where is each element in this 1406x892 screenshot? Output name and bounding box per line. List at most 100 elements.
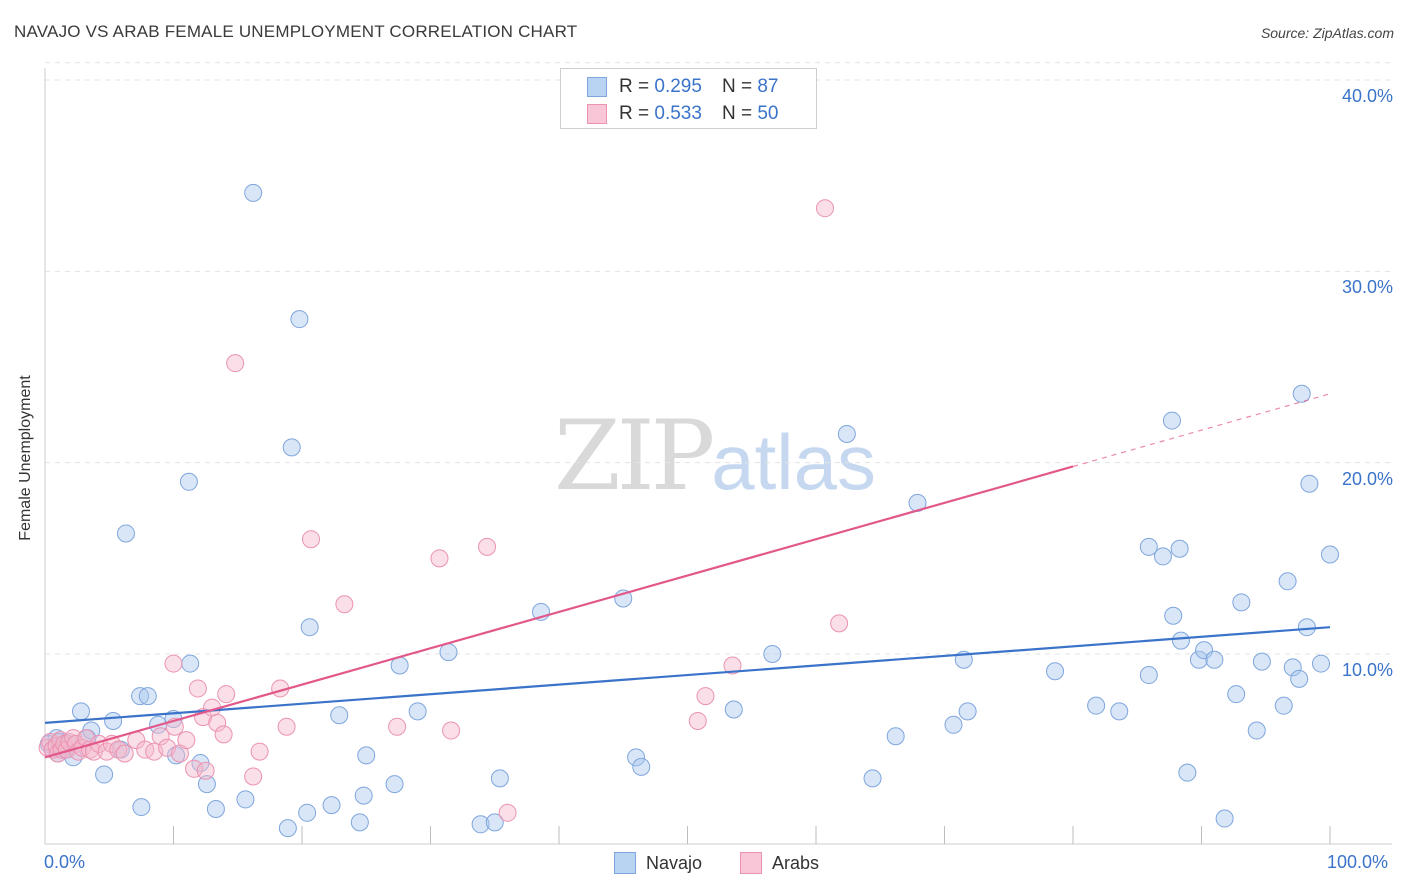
arabs-point: [164, 654, 183, 673]
navajo-point: [1247, 721, 1266, 740]
navajo-point: [1227, 685, 1246, 704]
y-tick-label-20: 20.0%: [1341, 469, 1393, 489]
navajo-point: [1046, 662, 1065, 681]
arabs-point: [301, 530, 320, 549]
legend-item-navajo[interactable]: Navajo: [614, 852, 702, 874]
navajo-point: [357, 746, 376, 765]
chart-title: NAVAJO VS ARAB FEMALE UNEMPLOYMENT CORRE…: [14, 22, 578, 41]
navajo-point: [1189, 650, 1208, 669]
navajo-point: [1252, 652, 1271, 671]
navajo-point: [763, 645, 782, 663]
arabs-point: [830, 614, 849, 633]
arabs-point: [196, 761, 215, 780]
arabs-point: [185, 759, 204, 778]
arabs-point: [217, 685, 236, 704]
axes: [44, 68, 1392, 845]
navajo-points: [39, 183, 1339, 838]
navajo-point: [1274, 696, 1293, 715]
legend-item-arabs[interactable]: Arabs: [740, 852, 819, 874]
navajo-point: [1205, 650, 1224, 669]
arabs-point: [723, 656, 742, 675]
navajo-point: [354, 786, 373, 805]
navajo-point: [350, 813, 369, 832]
arabs-point: [478, 537, 497, 556]
correlation-legend: R = 0.295 N = 87 R = 0.533 N = 50: [560, 68, 817, 129]
navajo-point: [944, 715, 963, 734]
navajo-point: [236, 790, 255, 809]
navajo-point: [1300, 474, 1319, 493]
arabs-point: [208, 713, 227, 732]
navajo-point: [95, 765, 114, 784]
navajo-point: [322, 796, 341, 815]
navajo-point: [298, 803, 317, 822]
navajo-point: [1164, 606, 1183, 625]
navajo-point: [1110, 702, 1129, 721]
n-value: 87: [757, 76, 779, 97]
navajo-point: [1297, 618, 1316, 637]
r-label: R =: [619, 103, 650, 124]
navajo-point: [490, 769, 509, 788]
navajo-point: [138, 687, 157, 706]
r-value: 0.295: [654, 76, 702, 97]
navajo-point: [1153, 547, 1172, 566]
navajo-swatch: [587, 77, 607, 97]
watermark-atlas: atlas: [711, 418, 876, 506]
n-label: N =: [721, 103, 753, 124]
arabs-point: [430, 549, 449, 568]
navajo-trend-line: [44, 626, 1331, 724]
n-label: N =: [721, 76, 753, 97]
n-value: 50: [757, 103, 779, 124]
navajo-point: [627, 748, 646, 767]
arabs-point: [177, 731, 196, 750]
watermark: ZIPatlas: [554, 400, 876, 512]
navajo-point: [116, 524, 135, 543]
navajo-point: [1292, 384, 1311, 403]
arabs-trend-line: [44, 465, 1074, 759]
y-tick-label-10: 10.0%: [1341, 660, 1393, 680]
navajo-point: [837, 424, 856, 443]
arabs-point: [696, 687, 715, 706]
navajo-point: [485, 813, 504, 832]
r-label: R =: [619, 76, 650, 97]
arabs-point: [442, 721, 461, 740]
legend-row-arabs: R = 0.533 N = 50: [587, 102, 778, 126]
navajo-point: [132, 798, 151, 817]
navajo-point: [181, 654, 200, 673]
navajo-point: [1178, 763, 1197, 782]
navajo-point: [863, 769, 882, 788]
navajo-point: [300, 618, 319, 637]
navajo-point: [439, 643, 458, 662]
navajo-point: [958, 702, 977, 721]
navajo-point: [290, 310, 309, 329]
arabs-point: [226, 354, 245, 373]
navajo-point: [1215, 809, 1234, 828]
source-credit: Source: ZipAtlas.com: [1260, 25, 1394, 41]
navajo-point: [244, 183, 263, 202]
arabs-point: [388, 717, 407, 736]
arabs-point: [115, 744, 134, 763]
navajo-swatch: [614, 852, 636, 874]
navajo-point: [1087, 696, 1106, 715]
navajo-point: [282, 438, 301, 457]
navajo-point: [385, 775, 404, 794]
navajo-point: [197, 775, 216, 794]
y-tick-label-40: 40.0%: [1341, 86, 1393, 106]
arabs-point: [277, 717, 296, 736]
arabs-swatch: [587, 104, 607, 124]
navajo-point: [330, 706, 349, 725]
arabs-point: [250, 742, 269, 761]
navajo-point: [886, 727, 905, 746]
navajo-point: [206, 799, 225, 818]
navajo-point: [1232, 593, 1251, 612]
arabs-point: [188, 679, 207, 698]
arabs-points: [38, 199, 849, 822]
navajo-point: [1139, 666, 1158, 685]
navajo-point: [1283, 658, 1302, 677]
navajo-point: [1321, 545, 1339, 564]
x-tick-label-0: 0.0%: [44, 852, 86, 872]
navajo-point: [1312, 654, 1331, 673]
legend-label-arabs: Arabs: [772, 852, 820, 873]
arabs-point: [214, 725, 233, 744]
navajo-point: [1290, 669, 1309, 688]
